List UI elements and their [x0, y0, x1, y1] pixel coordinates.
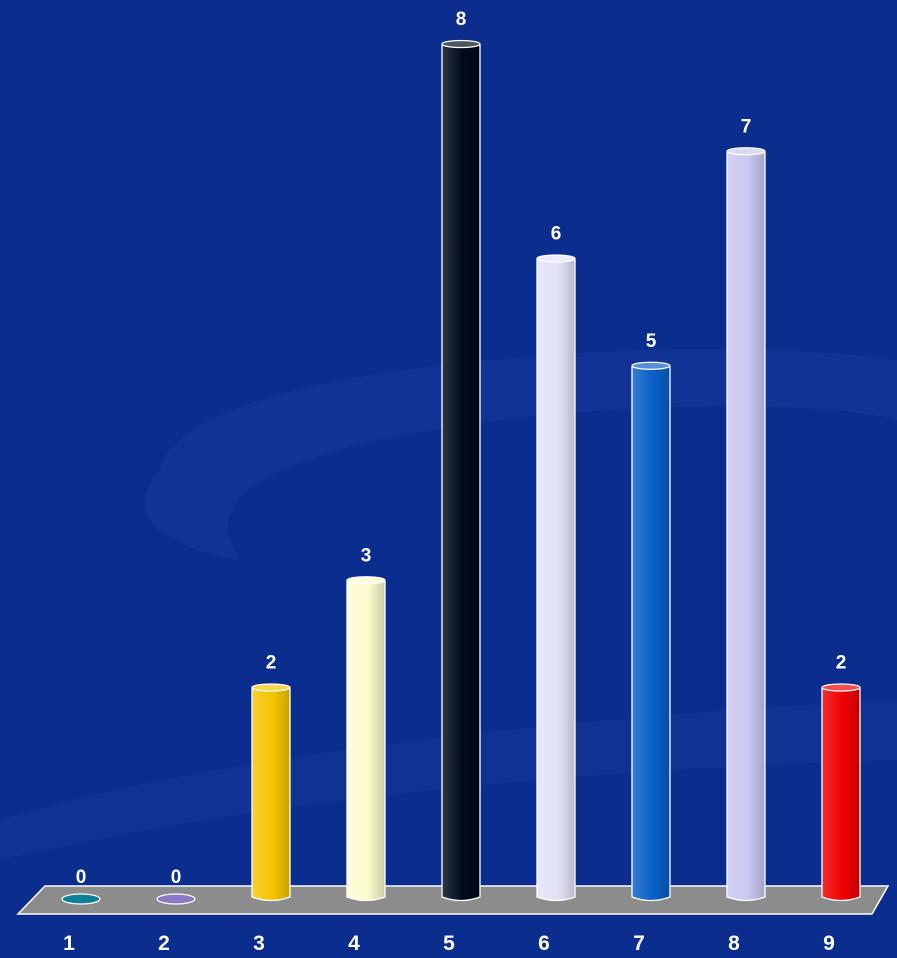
- bar-3: [251, 683, 291, 902]
- bar-body: [821, 687, 861, 902]
- category-label-2: 2: [158, 932, 170, 955]
- bar-body: [726, 151, 766, 902]
- bar-body: [441, 44, 481, 902]
- data-label-4: 3: [361, 545, 372, 566]
- data-label-8: 7: [741, 116, 752, 137]
- bar-8: [726, 147, 766, 902]
- data-label-5: 8: [456, 9, 467, 30]
- category-label-8: 8: [728, 932, 740, 955]
- bar-cap: [251, 683, 291, 692]
- data-label-9: 2: [836, 653, 847, 674]
- category-label-9: 9: [823, 932, 835, 955]
- bar-cap: [726, 147, 766, 156]
- category-label-7: 7: [633, 932, 645, 955]
- bar-4: [346, 576, 386, 902]
- bar-body: [536, 258, 576, 902]
- data-label-2: 0: [171, 867, 182, 888]
- bar-body: [346, 580, 386, 902]
- bar-cap: [631, 361, 671, 370]
- bar-6: [536, 254, 576, 902]
- bar-disk: [156, 893, 196, 905]
- category-label-3: 3: [253, 932, 265, 955]
- data-label-3: 2: [266, 653, 277, 674]
- bar-1: [61, 893, 101, 905]
- data-label-1: 0: [76, 867, 87, 888]
- category-label-5: 5: [443, 932, 455, 955]
- category-label-1: 1: [63, 932, 75, 955]
- bar-cap: [441, 39, 481, 49]
- category-label-4: 4: [348, 932, 360, 955]
- bar-cap: [821, 683, 861, 692]
- bar-2: [156, 893, 196, 905]
- category-label-6: 6: [538, 932, 550, 955]
- bar-9: [821, 683, 861, 902]
- bar-5: [441, 39, 481, 902]
- bar-cap: [346, 576, 386, 585]
- bar-body: [251, 687, 291, 902]
- data-label-7: 5: [646, 331, 657, 352]
- bar-body: [631, 366, 671, 902]
- bar-disk: [61, 893, 101, 905]
- bar-7: [631, 361, 671, 902]
- data-label-6: 6: [551, 224, 562, 245]
- bar-cap: [536, 254, 576, 263]
